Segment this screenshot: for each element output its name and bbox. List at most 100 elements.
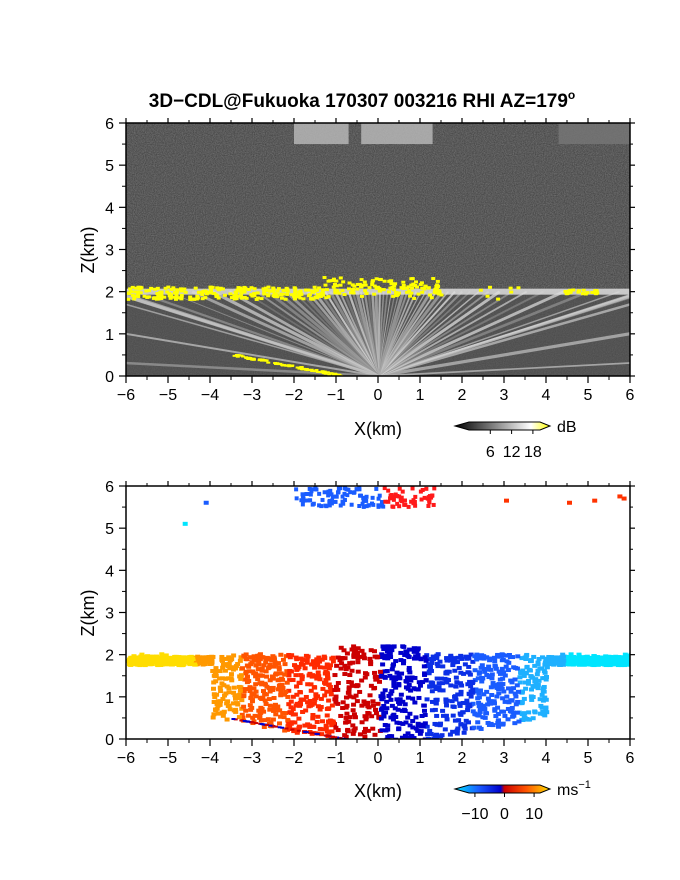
colorbar-tick-label: 10 (525, 806, 543, 823)
velocity-pixel (532, 683, 538, 688)
velocity-pixel (405, 715, 411, 720)
strong-echo-pixel (290, 293, 295, 297)
ground-echo-pixel (260, 358, 265, 361)
velocity-pixel (301, 697, 307, 702)
velocity-pixel (517, 680, 523, 685)
velocity-pixel (503, 653, 509, 658)
velocity-pixel (386, 488, 391, 493)
x-tick-label: −6 (117, 387, 135, 404)
strong-echo-pixel (271, 286, 276, 290)
velocity-pixel (371, 649, 377, 654)
strong-echo-pixel (188, 297, 193, 301)
velocity-pixel (478, 665, 484, 670)
velocity-pixel (258, 710, 264, 715)
velocity-pixel (472, 668, 478, 673)
velocity-pixel (489, 676, 495, 681)
strong-echo-pixel (419, 281, 424, 285)
velocity-pixel (486, 699, 492, 704)
velocity-pixel (153, 656, 159, 661)
velocity-pixel (131, 654, 137, 659)
velocity-pixel (260, 689, 266, 694)
velocity-pixel (313, 692, 319, 697)
ground-echo-pixel (328, 372, 333, 375)
velocity-pixel (346, 690, 352, 695)
strong-echo-pixel (350, 288, 355, 292)
velocity-pixel (388, 493, 393, 498)
velocity-pixel (232, 693, 238, 698)
velocity-pixel (339, 655, 345, 660)
ground-echo-pixel (235, 355, 240, 358)
velocity-pixel (385, 656, 391, 661)
velocity-pixel (242, 677, 248, 682)
velocity-pixel (322, 680, 328, 685)
velocity-pixel (592, 498, 598, 503)
strong-echo-pixel (285, 292, 290, 296)
beam-echo (377, 291, 480, 376)
ground-echo-pixel (322, 370, 327, 373)
velocity-pixel (518, 671, 524, 676)
strong-echo-pixel (377, 289, 382, 293)
velocity-pixel (422, 495, 427, 500)
velocity-pixel (442, 676, 448, 681)
strong-echo-pixel (238, 289, 243, 293)
beam-echo (126, 303, 379, 376)
ground-echo-pixel (299, 366, 304, 369)
velocity-pixel (286, 702, 292, 707)
beam-echo (377, 290, 545, 376)
velocity-pixel (559, 659, 565, 664)
velocity-pixel (381, 647, 387, 652)
velocity-pixel (264, 655, 270, 660)
velocity-pixel (262, 698, 268, 703)
velocity-pixel (384, 706, 390, 711)
velocity-pixel (387, 651, 393, 656)
strong-echo-pixel (399, 286, 404, 290)
velocity-pixel (481, 666, 487, 671)
velocity-pixel (253, 682, 259, 687)
beam-echo (126, 296, 379, 376)
velocity-pixel (306, 498, 311, 503)
colorbar-tick-label: 18 (524, 444, 542, 461)
velocity-pixel (468, 694, 474, 699)
strong-echo-pixel (168, 296, 173, 300)
velocity-pixel (552, 660, 558, 665)
velocity-pixel (381, 504, 386, 509)
velocity-pixel (230, 667, 236, 672)
velocity-pixel (397, 701, 403, 706)
strong-echo-pixel (259, 297, 264, 301)
velocity-pixel (375, 654, 381, 659)
velocity-pixel (406, 683, 412, 688)
colorbar-tick-label: −10 (461, 806, 488, 823)
colorbar-bar (453, 784, 552, 794)
strong-echo-pixel (367, 286, 372, 290)
velocity-pixel (429, 657, 435, 662)
velocity-pixel (304, 658, 310, 663)
velocity-pixel (287, 727, 293, 732)
strong-echo-pixel (179, 297, 184, 301)
strong-echo-pixel (292, 292, 297, 296)
velocity-pixel (275, 687, 281, 692)
velocity-pixel (257, 714, 263, 719)
velocity-pixel (579, 655, 585, 660)
velocity-pixel (327, 490, 332, 495)
velocity-pixel (293, 703, 299, 708)
strong-echo-pixel (128, 287, 133, 291)
beam-echo (377, 290, 528, 376)
velocity-pixel (322, 693, 328, 698)
velocity-pixel (362, 734, 368, 739)
velocity-pixel (239, 698, 245, 703)
strong-echo-pixel (372, 292, 377, 296)
ground-echo-pixel (286, 364, 291, 367)
velocity-pixel (340, 494, 345, 499)
velocity-pixel (458, 681, 464, 686)
velocity-pixel (284, 680, 290, 685)
velocity-pixel (568, 652, 574, 657)
velocity-pixel (276, 683, 282, 688)
velocity-pixel (213, 666, 219, 671)
velocity-pixel (219, 657, 225, 662)
velocity-pixel (286, 652, 292, 657)
strong-echo-pixel (155, 291, 160, 295)
strong-echo-pixel (130, 285, 135, 289)
strong-echo-pixel (391, 294, 396, 298)
velocity-pixel (460, 700, 466, 705)
velocity-pixel (324, 713, 330, 718)
